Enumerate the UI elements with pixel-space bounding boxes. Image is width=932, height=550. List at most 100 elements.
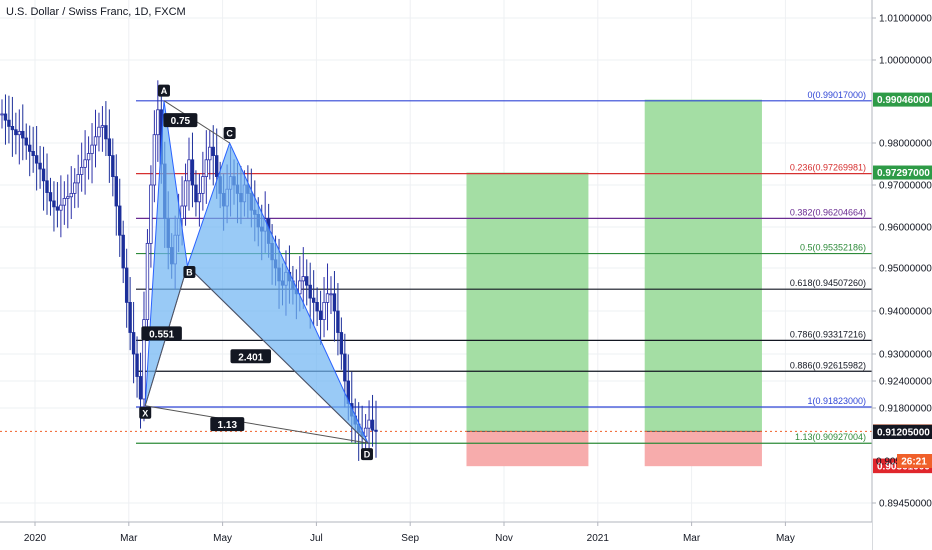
ratio-badge-3 [210, 417, 245, 432]
fib-label-2: 0.382(0.96204664) [790, 207, 866, 217]
candle-body [90, 144, 94, 154]
ratio-label-1: 0.551 [149, 329, 174, 340]
candle-body [308, 284, 312, 299]
candle-body [62, 198, 67, 206]
point-badge-B [183, 265, 196, 278]
candle-body [336, 310, 340, 333]
candle-body [21, 130, 25, 139]
y-tick-label-2: 0.98000000 [879, 139, 932, 150]
candle-body [322, 301, 326, 320]
candle-body [201, 176, 205, 194]
candle-body [114, 176, 118, 207]
candle-body [311, 297, 316, 303]
candle-body [97, 126, 101, 138]
candle-body [124, 267, 129, 303]
candle-body [211, 146, 215, 156]
candle-body [367, 419, 371, 429]
candle-body [3, 113, 8, 121]
candle-body [118, 205, 122, 236]
candle-body [121, 234, 125, 269]
candle-body [128, 301, 132, 333]
ratio-badge-2 [230, 349, 271, 364]
candle-body [363, 427, 368, 437]
candle-body [73, 182, 77, 194]
y-tick-label-9: 0.91800000 [879, 404, 932, 415]
price-tags: 0.990460000.972970000.912200000.91214000… [873, 92, 932, 474]
ratio-label-3: 1.13 [218, 420, 238, 431]
time-axis-bg [0, 522, 872, 550]
candle-body [28, 144, 32, 152]
candle-body [45, 180, 49, 193]
pattern-line-bd [187, 265, 369, 444]
candle-body [145, 242, 150, 320]
x-tick-label-4: Sep [401, 533, 419, 544]
countdown-label: 26:21 [901, 457, 927, 468]
candle-body [76, 174, 80, 184]
harmonic-pattern: 0.75 0.551 2.401 1.13 X A B C D [139, 84, 373, 461]
candle-body [66, 196, 70, 199]
y-tick-label-4: 0.96000000 [879, 223, 932, 234]
candle-body [215, 155, 219, 178]
fib-label-6: 0.886(0.92615982) [790, 360, 866, 370]
candle-body [301, 276, 305, 282]
position-boxes [0, 0, 872, 522]
candle-body [41, 168, 46, 182]
y-tick-label-7: 0.93000000 [879, 350, 932, 361]
candle-body [370, 419, 375, 431]
point-label-D: D [364, 450, 371, 460]
y-tick-label-10: 0.89450000 [879, 499, 932, 510]
fib-label-1: 0.236(0.97269981) [790, 163, 866, 173]
y-tick-label-5: 0.95000000 [879, 264, 932, 275]
candle-body [332, 293, 337, 312]
candle-body [100, 125, 105, 128]
ratio-label-0: 0.75 [171, 116, 191, 127]
fib-label-0: 0(0.99017000) [807, 90, 866, 100]
candle-body [142, 319, 146, 400]
candle-body [374, 429, 378, 432]
candle-body [14, 129, 18, 136]
x-tick-label-6: 2021 [587, 533, 610, 544]
candle-body [138, 376, 143, 400]
candle-body [194, 184, 198, 203]
fib-label-7: 1(0.91823000) [807, 396, 866, 406]
point-label-C: C [226, 129, 233, 139]
point-label-B: B [186, 267, 193, 277]
candle-body [17, 130, 22, 136]
candle-body [183, 180, 188, 207]
point-badge-X [139, 406, 152, 419]
point-badge-D [360, 448, 373, 461]
price-tag-4 [873, 425, 932, 439]
price-tag-1 [873, 165, 932, 180]
candle-body [156, 109, 160, 136]
candle-body [10, 126, 15, 131]
y-tick-label-3: 0.97000000 [879, 181, 932, 192]
candle-body [152, 134, 157, 186]
candle-body [180, 205, 184, 219]
x-tick-label-5: Nov [495, 533, 513, 544]
x-tick-label-3: Jul [310, 533, 323, 544]
ratio-label-2: 2.401 [238, 352, 263, 363]
candle-body [38, 162, 42, 170]
fib-label-3: 0.5(0.95352186) [800, 243, 866, 253]
candle-body [187, 159, 191, 182]
point-label-X: X [142, 408, 148, 418]
candle-body [52, 200, 56, 208]
candle-body [135, 353, 139, 377]
x-tick-label-1: Mar [120, 533, 138, 544]
candle-body [79, 166, 84, 175]
price-tag-0 [873, 92, 932, 107]
candle-body [197, 192, 202, 203]
loss-zone-0 [466, 431, 589, 467]
candle-body [208, 146, 212, 161]
candle-body [107, 138, 112, 157]
candle-body [86, 153, 91, 161]
candle-body [83, 159, 87, 168]
candle-body [149, 184, 153, 244]
fib-label-4: 0.618(0.94507260) [790, 278, 866, 288]
point-badge-A [157, 84, 170, 97]
x-tick-label-0: 2020 [24, 533, 47, 544]
candle-body [104, 125, 108, 140]
